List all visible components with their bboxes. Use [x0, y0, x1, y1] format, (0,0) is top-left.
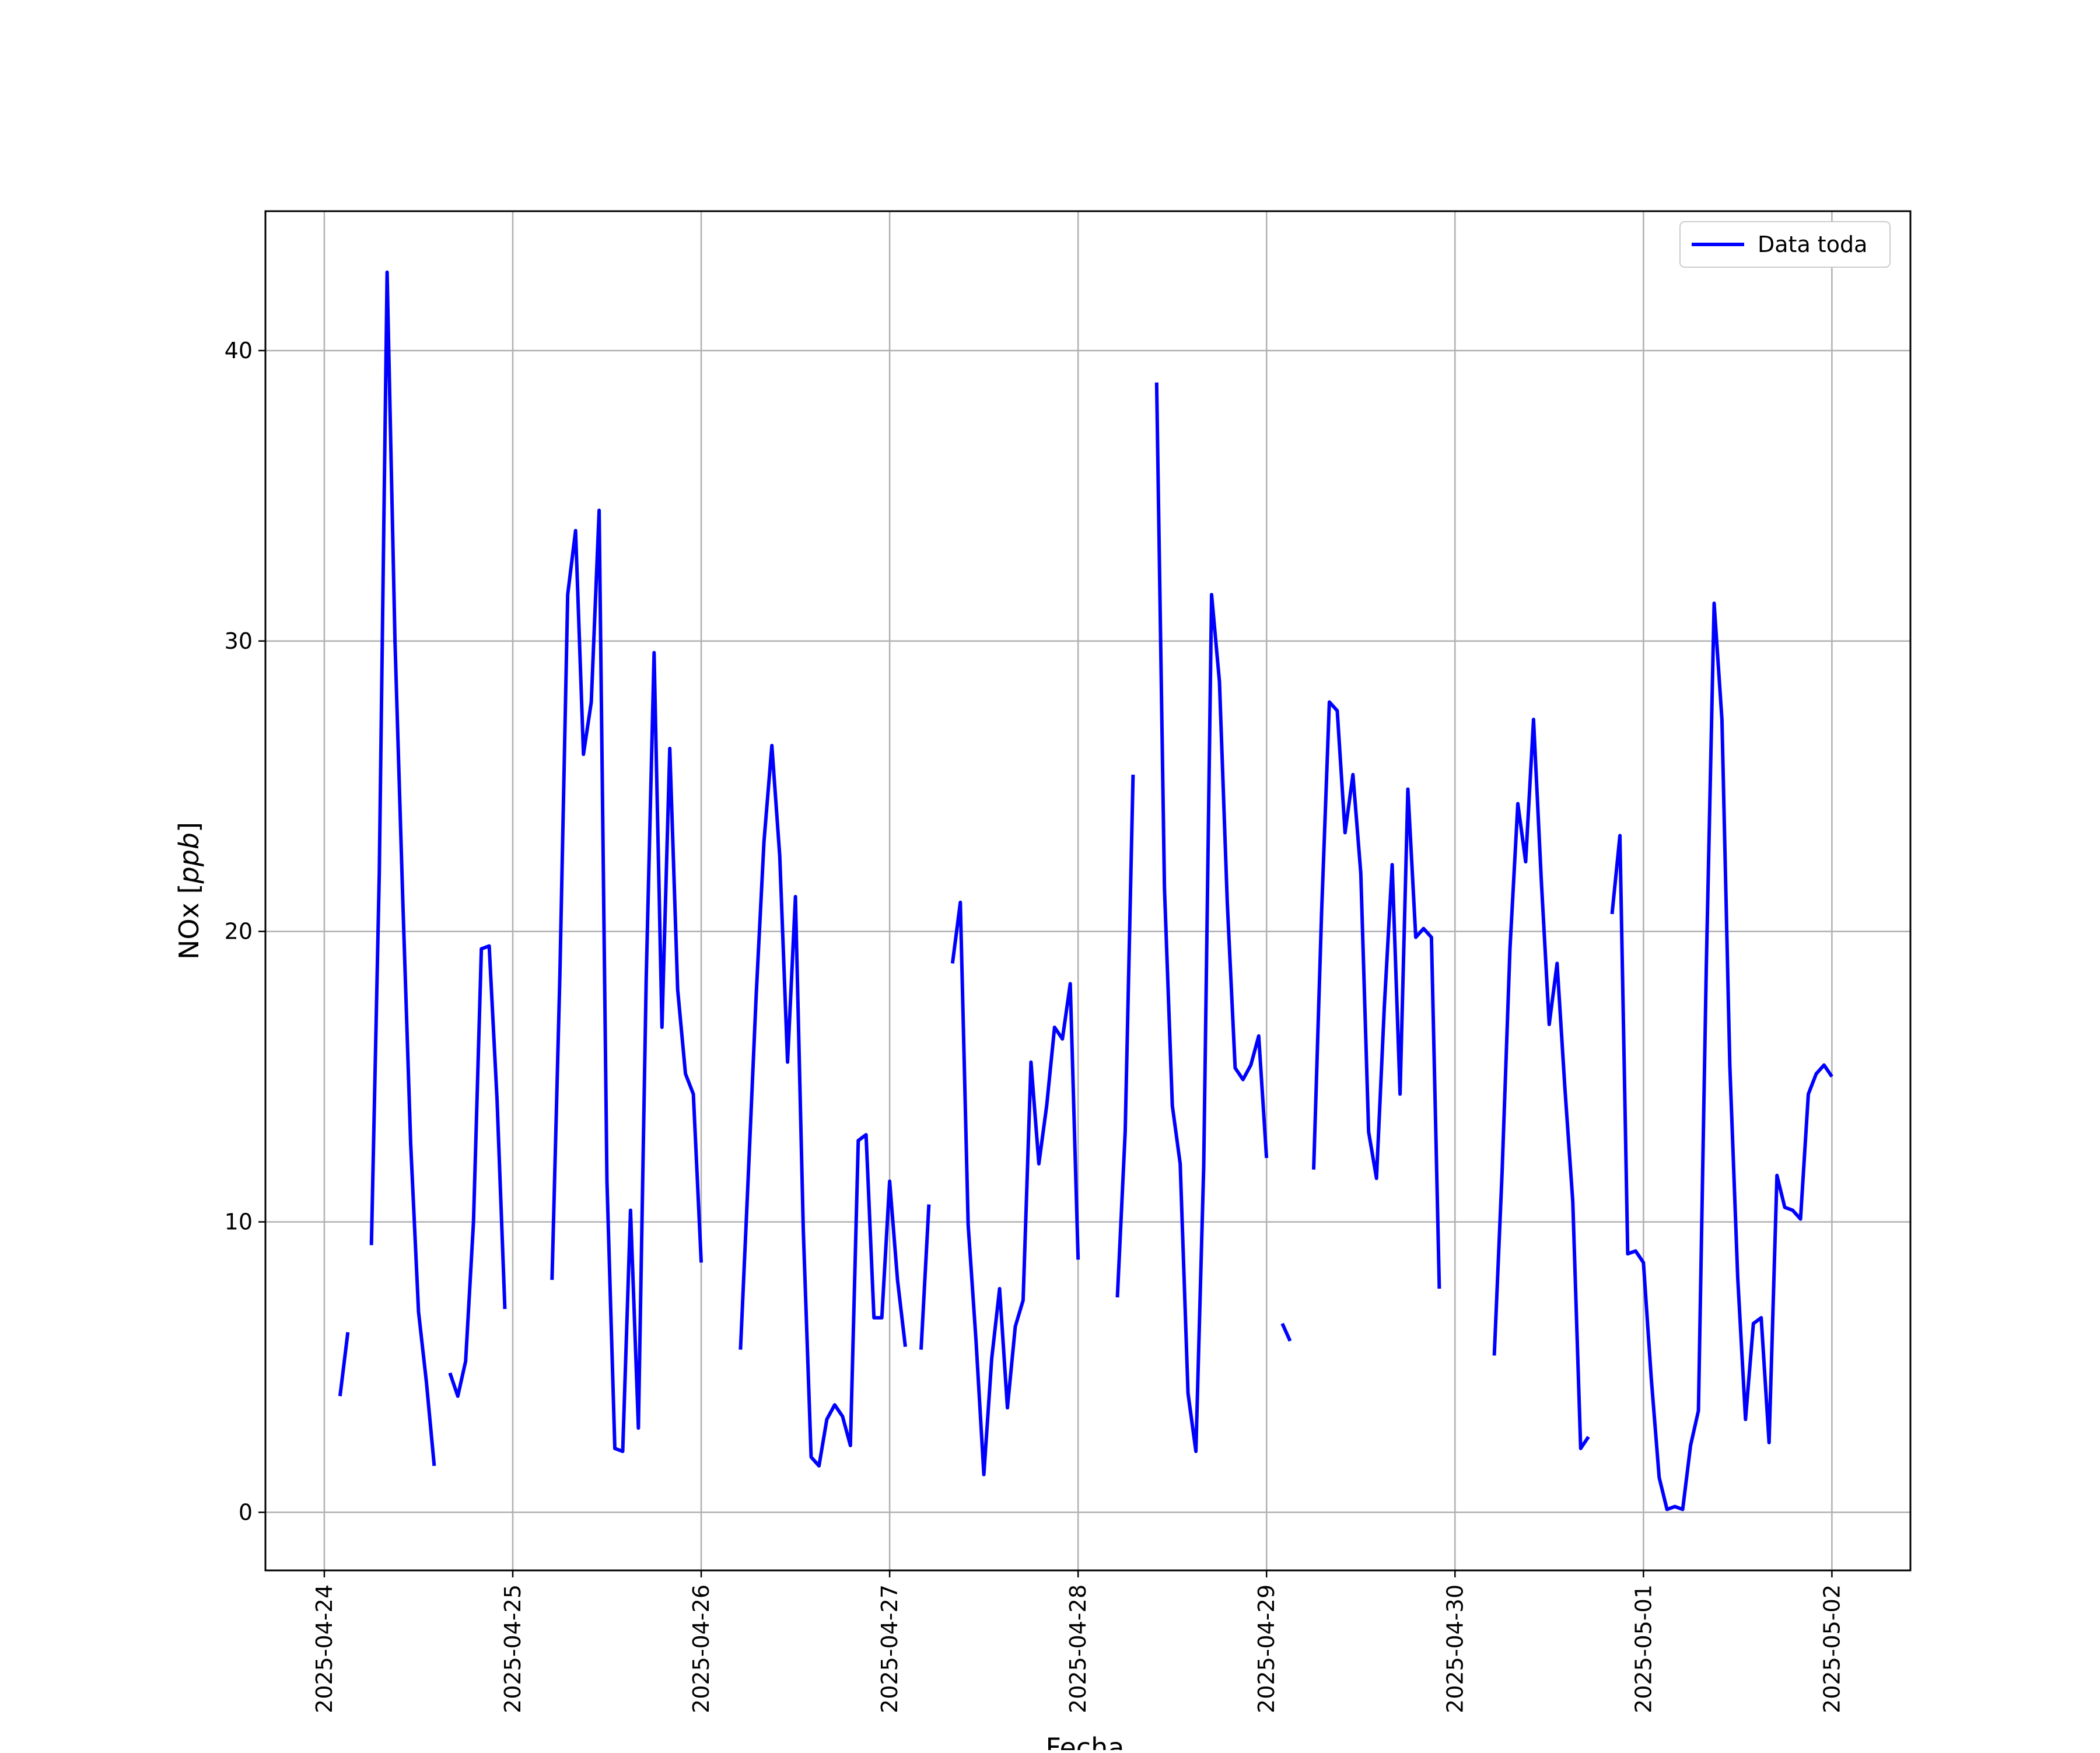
y-tick-label: 10	[225, 1209, 253, 1235]
x-tick-label: 2025-04-27	[877, 1584, 902, 1713]
legend: Data toda	[1679, 221, 1891, 268]
x-tick-label: 2025-04-24	[312, 1584, 337, 1713]
series-line-segment	[738, 744, 907, 1468]
series-line-segment	[1312, 700, 1441, 1289]
y-tick-label: 20	[225, 919, 253, 944]
x-tick-label: 2025-04-28	[1065, 1584, 1091, 1713]
series-line-segment	[550, 508, 704, 1453]
x-tick-label: 2025-05-02	[1819, 1584, 1845, 1713]
series-line-segment	[919, 1204, 931, 1350]
legend-box	[1679, 221, 1891, 268]
series-line-segment	[1610, 601, 1833, 1511]
y-axis-label-prefix: NOx [	[173, 884, 205, 960]
y-tick-label: 30	[225, 628, 253, 654]
grid-layer	[265, 211, 1910, 1570]
y-axis-label: NOx [ppb]	[173, 822, 205, 960]
y-tick-label: 0	[239, 1499, 253, 1525]
y-tick-label: 40	[225, 338, 253, 363]
series-line-segment	[369, 270, 436, 1467]
x-tick-label: 2025-04-30	[1442, 1584, 1468, 1713]
x-tick-label: 2025-05-01	[1630, 1584, 1656, 1713]
series-layer	[338, 270, 1833, 1511]
series-line-segment	[1154, 382, 1269, 1453]
series-line-segment	[448, 944, 507, 1398]
legend-entry-label: Data toda	[1758, 232, 1867, 257]
x-tick-label: 2025-04-26	[688, 1584, 714, 1713]
x-tick-label: 2025-04-25	[500, 1584, 526, 1713]
series-line-segment	[1492, 718, 1590, 1450]
plot-area-frame	[264, 210, 1912, 1572]
series-line-segment	[1280, 1322, 1292, 1342]
y-axis: 0 10 20 30 40	[225, 338, 265, 1525]
y-axis-label-suffix: ]	[173, 822, 205, 832]
x-tick-label: 2025-04-29	[1254, 1584, 1279, 1713]
x-axis-label: Fecha	[1046, 1732, 1125, 1750]
x-axis: 2025-04-24 2025-04-25 2025-04-26 2025-04-27…	[312, 1570, 1845, 1713]
series-line-segment	[1115, 774, 1135, 1298]
series-line-segment	[950, 900, 1080, 1476]
y-axis-label-unit: ppb	[173, 832, 205, 884]
series-line-segment	[338, 1332, 350, 1397]
